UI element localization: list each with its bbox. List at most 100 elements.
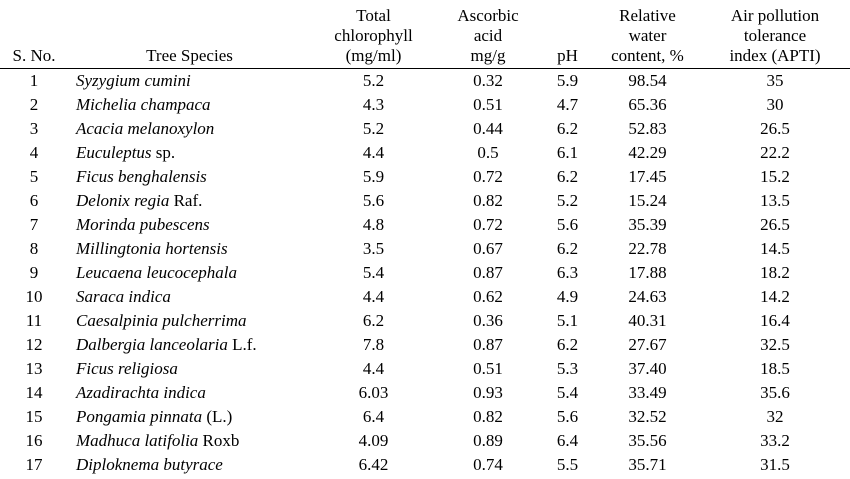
- cell-apti: 26.5: [760, 215, 790, 234]
- header-tree-species: Tree Species: [68, 0, 311, 69]
- table-row: 4 Euculeptus sp. 4.4 0.5 6.1 42.29 22.2: [0, 141, 850, 165]
- species-authority: Raf.: [173, 191, 203, 210]
- cell-relative-water-content: 17.45: [628, 167, 667, 186]
- cell-relative-water-content: 65.36: [628, 95, 667, 114]
- cell-apti: 26.5: [760, 119, 790, 138]
- cell-ph: 5.6: [556, 407, 579, 426]
- cell-relative-water-content: 35.56: [628, 431, 667, 450]
- cell-sno: 17: [25, 455, 43, 474]
- cell-species: Leucaena leucocephala: [68, 261, 311, 285]
- cell-chlorophyll: 4.4: [362, 287, 385, 306]
- cell-chlorophyll: 4.4: [362, 143, 385, 162]
- cell-apti: 18.5: [760, 359, 790, 378]
- header-line: Total: [356, 6, 391, 25]
- cell-relative-water-content: 22.78: [628, 239, 667, 258]
- cell-ascorbic-acid: 0.51: [473, 95, 503, 114]
- cell-apti: 35.6: [760, 383, 790, 402]
- cell-sno: 14: [25, 383, 43, 402]
- species-name: Caesalpinia pulcherrima: [76, 311, 247, 330]
- cell-relative-water-content: 52.83: [628, 119, 667, 138]
- cell-ph: 6.2: [556, 167, 579, 186]
- cell-chlorophyll: 4.4: [362, 359, 385, 378]
- species-name: Pongamia pinnata: [76, 407, 203, 426]
- cell-relative-water-content: 17.88: [628, 263, 667, 282]
- header-line: content, %: [611, 46, 684, 65]
- species-name: Azadirachta indica: [76, 383, 206, 402]
- cell-species: Ficus religiosa: [68, 357, 311, 381]
- cell-chlorophyll: 5.2: [362, 71, 385, 90]
- table-row: 9 Leucaena leucocephala 5.4 0.87 6.3 17.88 18.…: [0, 261, 850, 285]
- cell-species: Delonix regia Raf.: [68, 189, 311, 213]
- cell-ph: 5.3: [556, 359, 579, 378]
- species-name: Ficus benghalensis: [76, 167, 207, 186]
- species-name: Acacia melanoxylon: [76, 119, 215, 138]
- cell-apti: 14.2: [760, 287, 790, 306]
- header-line: pH: [557, 46, 578, 65]
- table-row: 2 Michelia champaca 4.3 0.51 4.7 65.36 30: [0, 93, 850, 117]
- header-ph: pH: [540, 0, 595, 69]
- species-name: Syzygium cumini: [76, 71, 191, 90]
- species-name: Ficus religiosa: [76, 359, 178, 378]
- cell-ascorbic-acid: 0.89: [473, 431, 503, 450]
- cell-apti: 31.5: [760, 455, 790, 474]
- cell-sno: 13: [25, 359, 43, 378]
- cell-relative-water-content: 98.54: [628, 71, 667, 90]
- cell-apti: 32.5: [760, 335, 790, 354]
- header-row: S. No. Tree Species Total chlorophyll (mg/ml…: [0, 0, 850, 69]
- table-row: 14 Azadirachta indica 6.03 0.93 5.4 33.49 35.6: [0, 381, 850, 405]
- header-line: mg/g: [470, 46, 506, 65]
- header-apti: Air pollution tolerance index (APTI): [700, 0, 850, 69]
- cell-ph: 5.4: [556, 383, 579, 402]
- cell-species: Ficus benghalensis: [68, 165, 311, 189]
- cell-ascorbic-acid: 0.82: [473, 407, 503, 426]
- header-line: Relative: [619, 6, 676, 25]
- cell-ascorbic-acid: 0.72: [473, 167, 503, 186]
- cell-chlorophyll: 6.03: [358, 383, 389, 402]
- cell-ph: 6.3: [556, 263, 579, 282]
- cell-relative-water-content: 32.52: [628, 407, 667, 426]
- cell-species: Saraca indica: [68, 285, 311, 309]
- cell-species: Millingtonia hortensis: [68, 237, 311, 261]
- table-row: 10 Saraca indica 4.4 0.62 4.9 24.63 14.2: [0, 285, 850, 309]
- header-line: index (APTI): [729, 46, 821, 65]
- cell-apti: 33.2: [760, 431, 790, 450]
- species-name: Madhuca latifolia: [76, 431, 199, 450]
- cell-apti: 30: [766, 95, 784, 114]
- cell-ascorbic-acid: 0.62: [473, 287, 503, 306]
- species-authority: sp.: [155, 143, 176, 162]
- cell-species: Madhuca latifolia Roxb: [68, 429, 311, 453]
- species-name: Leucaena leucocephala: [76, 263, 237, 282]
- cell-sno: 6: [29, 191, 39, 210]
- table-row: 7 Morinda pubescens 4.8 0.72 5.6 35.39 26.5: [0, 213, 850, 237]
- cell-chlorophyll: 5.4: [362, 263, 385, 282]
- table-row: 1 Syzygium cumini 5.2 0.32 5.9 98.54 35: [0, 69, 850, 94]
- cell-species: Caesalpinia pulcherrima: [68, 309, 311, 333]
- table-row: 6 Delonix regia Raf. 5.6 0.82 5.2 15.24 13.5: [0, 189, 850, 213]
- cell-sno: 2: [29, 95, 39, 114]
- cell-relative-water-content: 40.31: [628, 311, 667, 330]
- cell-sno: 10: [25, 287, 43, 306]
- header-line: Tree Species: [146, 46, 233, 65]
- cell-relative-water-content: 27.67: [628, 335, 667, 354]
- table-body: 1 Syzygium cumini 5.2 0.32 5.9 98.54 35 2 Michel…: [0, 69, 850, 478]
- table-row: 8 Millingtonia hortensis 3.5 0.67 6.2 22.78 14…: [0, 237, 850, 261]
- cell-species: Michelia champaca: [68, 93, 311, 117]
- header-line: S. No.: [12, 46, 56, 65]
- cell-ph: 6.1: [556, 143, 579, 162]
- cell-chlorophyll: 5.6: [362, 191, 385, 210]
- table-row: 17 Diploknema butyrace 6.42 0.74 5.5 35.71 31.…: [0, 453, 850, 477]
- table-row: 13 Ficus religiosa 4.4 0.51 5.3 37.40 18.5: [0, 357, 850, 381]
- cell-chlorophyll: 7.8: [362, 335, 385, 354]
- cell-relative-water-content: 42.29: [628, 143, 667, 162]
- cell-species: Pongamia pinnata (L.): [68, 405, 311, 429]
- cell-ph: 6.2: [556, 239, 579, 258]
- header-line: acid: [473, 26, 503, 45]
- species-name: Diploknema butyrace: [76, 455, 223, 474]
- table-header: S. No. Tree Species Total chlorophyll (mg/ml…: [0, 0, 850, 69]
- table-row: 12 Dalbergia lanceolaria L.f. 7.8 0.87 6.2 27…: [0, 333, 850, 357]
- cell-chlorophyll: 5.2: [362, 119, 385, 138]
- cell-chlorophyll: 4.09: [358, 431, 389, 450]
- cell-sno: 4: [29, 143, 39, 162]
- header-relative-water-content: Relative water content, %: [595, 0, 700, 69]
